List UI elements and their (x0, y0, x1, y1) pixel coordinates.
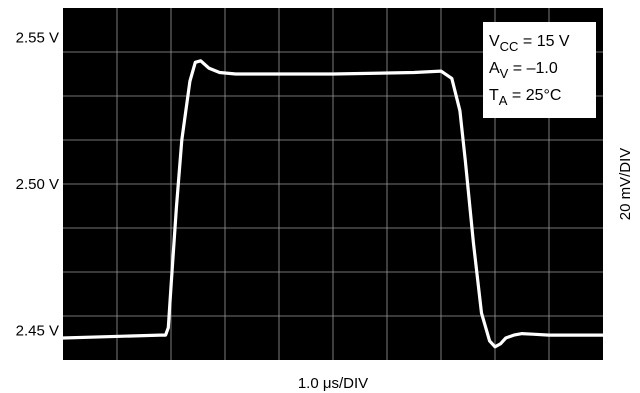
signal-trace (61, 59, 605, 349)
x-axis-label: 1.0 μs/DIV (298, 375, 368, 392)
condition-line: TA = 25°C (489, 87, 561, 108)
y-tick-label: 2.45 V (16, 323, 59, 340)
y-axis-label: 20 mV/DIV (617, 148, 634, 221)
trace-group (61, 59, 605, 349)
condition-line: VCC = 15 V (489, 33, 570, 54)
y-tick-labels: 2.45 V 2.50 V 2.55 V (16, 29, 59, 339)
y-tick-label: 2.50 V (16, 176, 59, 193)
conditions-box-background (483, 22, 596, 118)
conditions-box: VCC = 15 V AV = –1.0 TA = 25°C (483, 22, 596, 118)
y-tick-label: 2.55 V (16, 29, 59, 46)
condition-line: AV = –1.0 (489, 60, 558, 81)
